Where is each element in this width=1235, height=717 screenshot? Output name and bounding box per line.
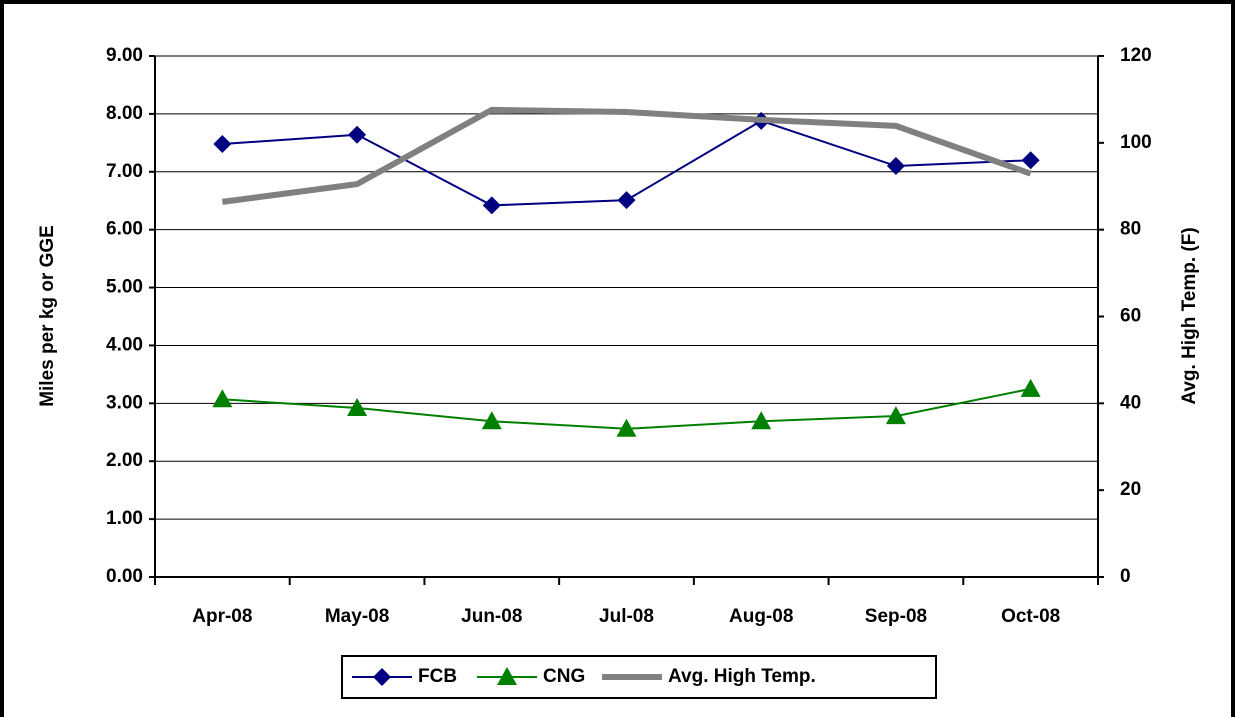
x-tick-label: Jun-08 [461,606,522,627]
y2-axis-title: Avg. High Temp. (F) [1179,227,1200,404]
marker [481,411,502,430]
marker [1021,151,1040,170]
legend-label: CNG [543,666,585,687]
legend-label: Avg. High Temp. [668,666,816,687]
y2-tick-label: 120 [1120,45,1152,66]
marker [1020,378,1041,397]
marker [373,668,391,686]
y2-tick-label: 0 [1120,566,1131,587]
y2-tick-label: 60 [1120,306,1141,327]
y-tick-label: 6.00 [106,219,143,240]
x-tick-label: Apr-08 [192,606,252,627]
y-tick-label: 5.00 [106,277,143,298]
marker [885,406,906,425]
x-tick-label: Aug-08 [729,606,793,627]
legend-label: FCB [418,666,457,687]
y-tick-label: 4.00 [106,334,143,355]
x-tick-label: Jul-08 [599,606,654,627]
marker [617,191,636,210]
y-tick-label: 9.00 [106,45,143,66]
y-axis-title: Miles per kg or GGE [37,225,58,407]
x-tick-label: Oct-08 [1001,606,1060,627]
y-tick-label: 2.00 [106,450,143,471]
marker [347,397,368,416]
marker [886,156,905,175]
y-tick-label: 8.00 [106,103,143,124]
y-tick-label: 0.00 [106,566,143,587]
y-tick-label: 7.00 [106,161,143,182]
marker [213,134,232,153]
marker [497,667,517,685]
marker [751,411,772,430]
x-tick-label: Sep-08 [865,606,927,627]
marker [348,125,367,144]
x-tick-label: May-08 [325,606,389,627]
y-tick-label: 1.00 [106,508,143,529]
series-line [221,106,1032,205]
y-tick-label: 3.00 [106,392,143,413]
y2-tick-label: 40 [1120,392,1141,413]
marker [616,418,637,437]
marker [212,389,233,408]
marker [482,196,501,215]
y2-tick-label: 80 [1120,219,1141,240]
y2-tick-label: 20 [1120,479,1141,500]
y2-tick-label: 100 [1120,132,1152,153]
